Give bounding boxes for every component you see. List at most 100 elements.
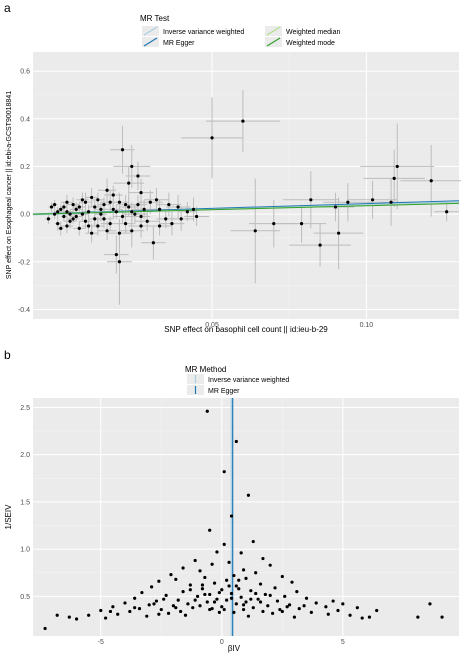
data-point	[268, 593, 272, 597]
data-point	[205, 409, 209, 413]
data-point	[416, 615, 420, 619]
data-point	[191, 207, 196, 211]
data-point	[188, 588, 192, 592]
data-point	[71, 202, 75, 207]
data-point	[53, 202, 57, 207]
data-point	[237, 578, 241, 582]
data-point	[154, 599, 159, 603]
data-point	[227, 560, 231, 564]
data-point	[220, 588, 224, 592]
data-point	[251, 606, 255, 610]
data-point	[220, 605, 224, 609]
data-point	[318, 243, 322, 247]
data-point	[290, 580, 294, 584]
data-point	[114, 210, 118, 214]
data-point	[297, 607, 301, 611]
data-point	[49, 205, 54, 209]
data-point	[124, 222, 128, 226]
data-point	[241, 607, 246, 612]
data-point	[105, 188, 109, 192]
data-point	[120, 214, 125, 219]
data-point	[280, 574, 284, 579]
data-point	[215, 597, 219, 601]
data-point	[174, 577, 178, 581]
data-point	[268, 563, 272, 567]
data-point	[102, 202, 106, 207]
data-point	[205, 600, 209, 604]
data-point	[395, 164, 399, 169]
data-point	[145, 219, 149, 223]
data-point	[309, 610, 313, 614]
data-point	[208, 528, 212, 532]
data-point	[67, 615, 71, 619]
data-point	[74, 207, 78, 211]
data-point	[116, 612, 120, 616]
data-point	[181, 590, 185, 594]
data-point	[117, 260, 122, 264]
data-point	[133, 606, 137, 610]
data-point	[139, 224, 143, 228]
a-x-tick-label: 0.10	[360, 322, 374, 329]
panel-b-y-axis-label: 1/SEIV	[4, 504, 13, 530]
legend-a-key-egger	[142, 37, 159, 47]
data-point	[217, 590, 221, 595]
data-point	[183, 613, 188, 617]
data-point	[225, 598, 229, 602]
legend-a-entry-wmedian: Weighted median	[286, 29, 340, 36]
data-point	[139, 214, 143, 219]
data-point	[254, 571, 258, 575]
data-point	[331, 599, 335, 603]
data-point	[164, 217, 168, 221]
data-point	[53, 212, 57, 216]
data-point	[99, 608, 103, 613]
data-point	[124, 202, 128, 207]
legend-a-title: MR Test	[140, 14, 170, 23]
data-point	[169, 573, 173, 577]
panel-a-y-tick-labels: -0.4 -0.2 0.0 0.2 0.4 0.6	[18, 69, 30, 314]
panel-b-plot-background	[33, 398, 459, 636]
data-point	[171, 604, 175, 608]
data-point	[309, 198, 313, 202]
data-point	[65, 200, 69, 204]
data-point	[65, 210, 69, 214]
data-point	[68, 219, 72, 223]
data-point	[341, 602, 345, 606]
data-point	[246, 614, 251, 618]
data-point	[314, 601, 318, 605]
panel-a-letter: a	[4, 1, 11, 15]
data-point	[304, 596, 309, 600]
data-point	[96, 198, 100, 202]
a-x-tick-label: 0.05	[205, 322, 219, 329]
a-y-tick-label: 0.0	[20, 212, 30, 219]
b-x-tick-label: -5	[98, 639, 104, 646]
data-point	[217, 610, 221, 614]
data-point	[258, 600, 263, 604]
panel-b: b MR Method Inverse variance weighted MR…	[4, 348, 459, 653]
data-point	[87, 613, 91, 617]
data-point	[150, 585, 154, 589]
data-point	[157, 612, 161, 616]
data-point	[154, 198, 159, 202]
data-point	[440, 615, 444, 619]
data-point	[62, 205, 66, 209]
data-point	[280, 609, 284, 614]
data-point	[360, 616, 364, 620]
data-point	[244, 576, 248, 580]
data-point	[86, 224, 91, 228]
panel-b-y-tick-labels: 0.5 1.0 1.5 2.0 2.5	[20, 405, 30, 601]
legend-a-entry-ivw: Inverse variance weighted	[163, 29, 244, 36]
legend-a-key-wmedian	[265, 26, 282, 36]
data-point	[96, 224, 100, 228]
data-point	[429, 179, 433, 183]
data-point	[222, 542, 226, 546]
data-point	[174, 606, 178, 610]
data-point	[99, 212, 103, 216]
data-point	[256, 597, 260, 601]
data-point	[127, 205, 131, 209]
data-point	[283, 594, 287, 598]
data-point	[56, 222, 60, 226]
data-point	[77, 226, 81, 231]
data-point	[145, 614, 149, 618]
data-point	[215, 550, 219, 554]
data-point	[86, 210, 91, 214]
